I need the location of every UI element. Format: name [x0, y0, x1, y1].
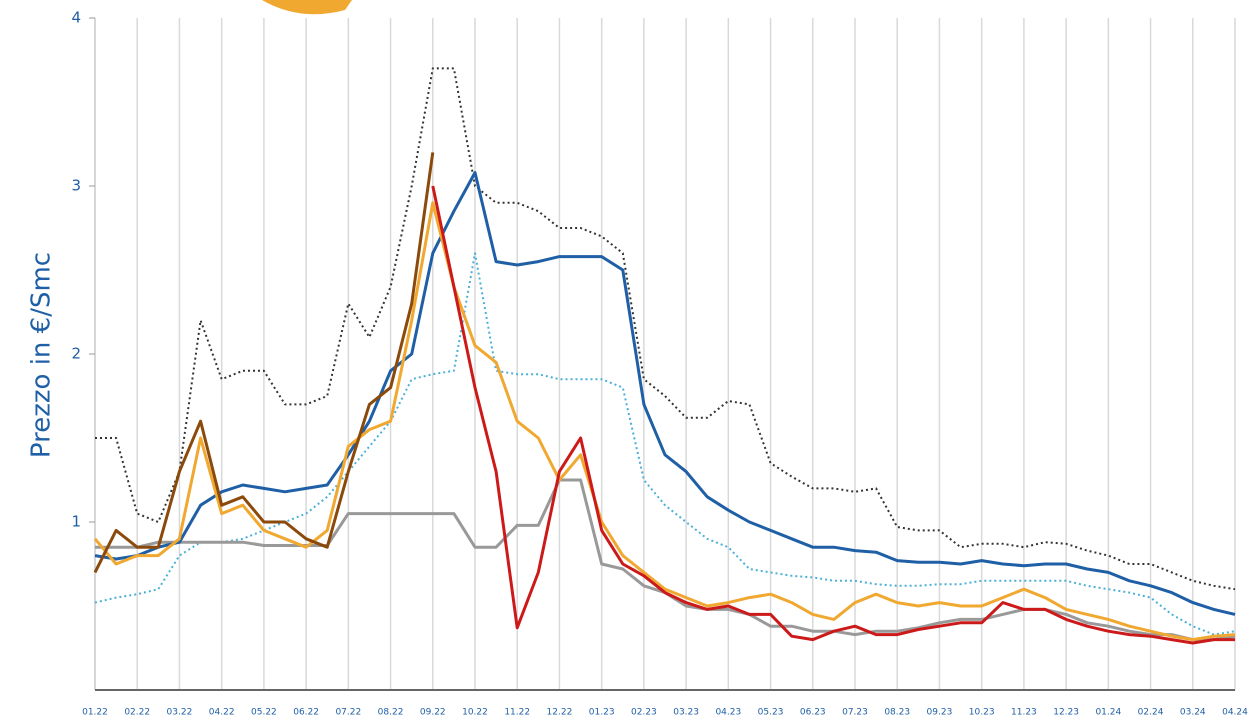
x-tick-label: 01.22 — [82, 708, 108, 718]
x-tick-label: 11.23 — [1011, 708, 1037, 718]
x-tick-label: 05.22 — [251, 708, 277, 718]
x-tick-label: 04.24 — [1222, 708, 1248, 718]
x-tick-label: 06.22 — [293, 708, 319, 718]
x-tick-label: 11.22 — [504, 708, 530, 718]
x-tick-label: 01.23 — [589, 708, 615, 718]
x-tick-label: 08.22 — [378, 708, 404, 718]
x-tick-label: 07.23 — [842, 708, 868, 718]
x-tick-label: 09.22 — [420, 708, 446, 718]
x-tick-label: 07.22 — [335, 708, 361, 718]
x-tick-label: 12.23 — [1053, 708, 1079, 718]
x-tick-label: 10.23 — [969, 708, 995, 718]
series-line — [93, 152, 435, 574]
y-tick-label: 2 — [71, 345, 81, 363]
x-tick-label: 01.24 — [1095, 708, 1121, 718]
y-axis-title: Prezzo in €/Smc — [27, 252, 57, 458]
x-tick-label: 03.24 — [1180, 708, 1206, 718]
x-tick-label: 04.22 — [209, 708, 235, 718]
series-line — [95, 67, 1236, 591]
x-tick-label: 12.22 — [547, 708, 573, 718]
x-tick-label: 09.23 — [927, 708, 953, 718]
x-tick-label: 03.22 — [167, 708, 193, 718]
series-line — [94, 171, 1236, 616]
x-tick-label: 04.23 — [715, 708, 741, 718]
x-tick-label: 06.23 — [800, 708, 826, 718]
x-tick-label: 02.24 — [1138, 708, 1164, 718]
series-line — [431, 185, 1235, 645]
x-tick-label: 02.22 — [124, 708, 150, 718]
x-tick-label: 08.23 — [884, 708, 910, 718]
y-tick-label: 3 — [71, 177, 81, 195]
series-line — [94, 252, 1236, 636]
decoration — [262, 0, 352, 15]
y-tick-label: 1 — [71, 513, 81, 531]
series-line — [93, 201, 1236, 642]
x-tick-label: 10.22 — [462, 708, 488, 718]
x-tick-label: 05.23 — [758, 708, 784, 718]
x-tick-label: 02.23 — [631, 708, 657, 718]
x-tick-label: 03.23 — [673, 708, 699, 718]
y-tick-label: 4 — [71, 9, 81, 27]
